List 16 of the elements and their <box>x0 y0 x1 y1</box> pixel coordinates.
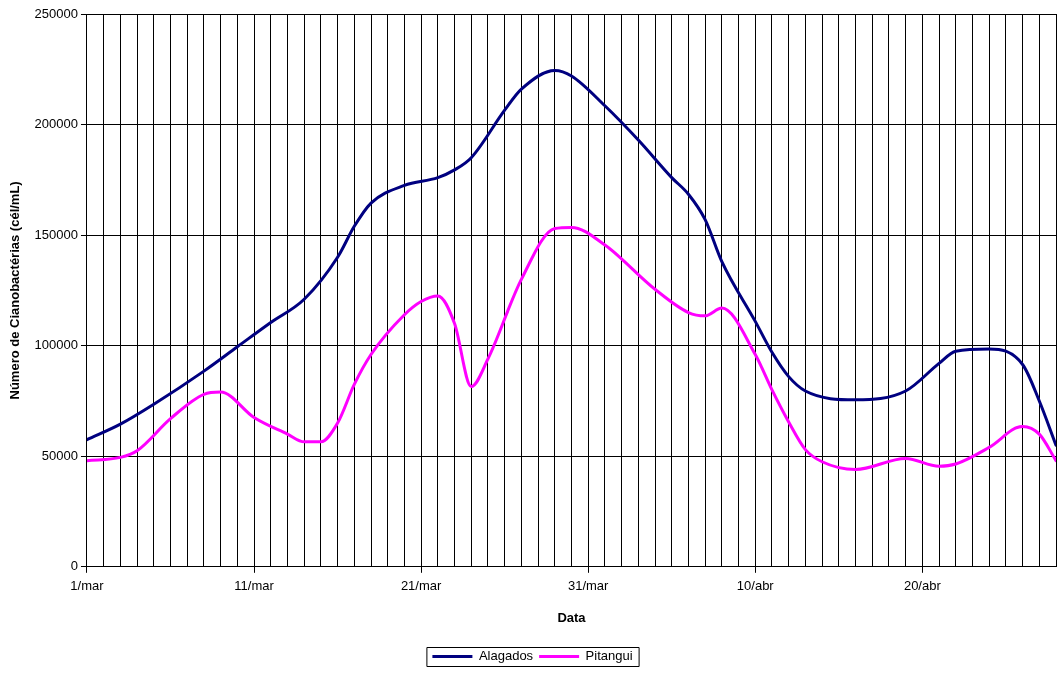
y-tick-label: 0 <box>70 558 78 574</box>
legend-label: Pitangui <box>585 648 633 664</box>
x-tick-label: 10/abr <box>736 578 775 594</box>
x-tick-label: 1/mar <box>70 578 105 594</box>
x-axis-title: Data <box>557 609 587 625</box>
y-tick-label: 200000 <box>34 116 78 132</box>
y-tick-label: 50000 <box>41 447 78 463</box>
x-tick-label: 20/abr <box>903 578 942 594</box>
y-tick-label: 250000 <box>34 5 78 21</box>
x-tick-label: 31/mar <box>567 578 610 594</box>
x-tick-label: 21/mar <box>400 578 443 594</box>
y-tick-label: 150000 <box>34 226 78 242</box>
y-tick-label: 100000 <box>34 337 78 353</box>
legend-label: Alagados <box>478 648 534 664</box>
x-tick-label: 11/mar <box>234 578 275 594</box>
y-axis-title: Número de Cianobactérias (cél/mL) <box>7 181 23 400</box>
